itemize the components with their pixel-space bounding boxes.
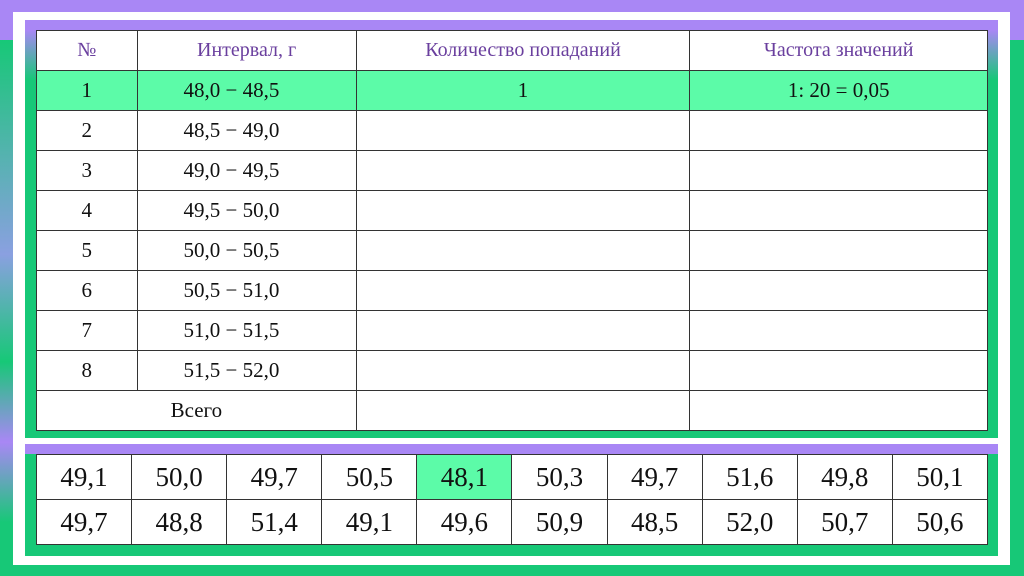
row-number: 2	[36, 110, 138, 151]
row-number: 3	[36, 150, 138, 191]
value-cell: 50,7	[796, 499, 893, 545]
interval-table: № Интервал, г Количество попаданий Часто…	[36, 30, 988, 431]
row-frequency	[689, 350, 988, 391]
value-cell: 48,5	[606, 499, 703, 545]
value-cell: 48,1	[416, 454, 513, 500]
table-header-row: № Интервал, г Количество попаданий Часто…	[36, 30, 988, 71]
row-count	[355, 110, 691, 151]
value-cell: 49,1	[35, 454, 133, 500]
background-band	[0, 40, 14, 576]
value-cell: 51,6	[701, 454, 798, 500]
row-count	[355, 230, 691, 271]
value-cell: 50,6	[891, 499, 989, 545]
table-row: 49,1 50,0 49,7 50,5 48,1 50,3 49,7 51,6 49,8 50,1	[35, 454, 989, 500]
row-interval: 49,0 − 49,5	[136, 150, 357, 191]
row-number: 5	[36, 230, 138, 271]
row-number: 1	[36, 70, 138, 111]
row-interval: 51,5 − 52,0	[136, 350, 357, 391]
row-number: 6	[36, 270, 138, 311]
row-frequency: 1: 20 = 0,05	[689, 70, 988, 111]
row-number: 8	[36, 350, 138, 391]
row-number: 4	[36, 190, 138, 231]
value-cell: 49,7	[226, 454, 323, 500]
row-interval: 49,5 − 50,0	[136, 190, 357, 231]
table-row: 7 51,0 − 51,5	[36, 310, 988, 351]
value-cell: 52,0	[701, 499, 798, 545]
total-row: Всего	[36, 390, 988, 431]
row-interval: 50,0 − 50,5	[136, 230, 357, 271]
table-row: 6 50,5 − 51,0	[36, 270, 988, 311]
values-table: 49,1 50,0 49,7 50,5 48,1 50,3 49,7 51,6 49,8 50,1…	[35, 454, 989, 545]
total-frequency	[689, 390, 988, 431]
header-frequency: Частота значений	[689, 30, 988, 71]
row-count	[355, 270, 691, 311]
value-cell: 50,9	[511, 499, 608, 545]
row-frequency	[689, 110, 988, 151]
header-interval: Интервал, г	[136, 30, 357, 71]
row-count	[355, 190, 691, 231]
header-number: №	[36, 30, 138, 71]
table-row: 5 50,0 − 50,5	[36, 230, 988, 271]
table-row: 4 49,5 − 50,0	[36, 190, 988, 231]
row-frequency	[689, 310, 988, 351]
row-number: 7	[36, 310, 138, 351]
values-table-panel: 49,1 50,0 49,7 50,5 48,1 50,3 49,7 51,6 49,8 50,1…	[25, 444, 998, 556]
table-row: 8 51,5 − 52,0	[36, 350, 988, 391]
value-cell: 50,5	[321, 454, 418, 500]
table-row: 3 49,0 − 49,5	[36, 150, 988, 191]
value-cell: 49,8	[796, 454, 893, 500]
value-cell: 49,7	[35, 499, 133, 545]
table-row: 1 48,0 − 48,5 1 1: 20 = 0,05	[36, 70, 988, 111]
value-cell: 49,6	[416, 499, 513, 545]
value-cell: 51,4	[226, 499, 323, 545]
table-row: 2 48,5 − 49,0	[36, 110, 988, 151]
row-count	[355, 350, 691, 391]
value-cell: 50,1	[891, 454, 989, 500]
row-count	[355, 310, 691, 351]
value-cell: 50,0	[131, 454, 228, 500]
row-frequency	[689, 230, 988, 271]
table-row: 49,7 48,8 51,4 49,1 49,6 50,9 48,5 52,0 50,7 50,6	[35, 499, 989, 545]
row-frequency	[689, 190, 988, 231]
value-cell: 49,1	[321, 499, 418, 545]
row-interval: 51,0 − 51,5	[136, 310, 357, 351]
row-interval: 48,0 − 48,5	[136, 70, 357, 111]
interval-table-panel: № Интервал, г Количество попаданий Часто…	[25, 20, 998, 438]
total-label: Всего	[36, 390, 357, 431]
header-count: Количество попаданий	[355, 30, 691, 71]
value-cell: 49,7	[606, 454, 703, 500]
row-count	[355, 150, 691, 191]
value-cell: 48,8	[131, 499, 228, 545]
row-count: 1	[355, 70, 691, 111]
row-interval: 48,5 − 49,0	[136, 110, 357, 151]
row-frequency	[689, 270, 988, 311]
row-interval: 50,5 − 51,0	[136, 270, 357, 311]
value-cell: 50,3	[511, 454, 608, 500]
row-frequency	[689, 150, 988, 191]
total-count	[355, 390, 691, 431]
